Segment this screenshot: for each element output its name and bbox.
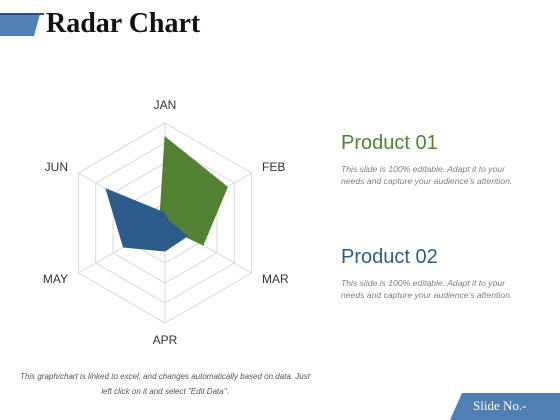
product-02-description: This slide is 100% editable. Adapt it to… [341,278,513,300]
page-title: Radar Chart [46,8,201,39]
header-accent-bar [0,14,40,36]
product-02-title: Product 02 [341,246,438,268]
axis-label-apr: APR [153,333,178,347]
footnote: This graph/chart is linked to excel, and… [20,372,310,396]
radar-axis-labels: JAN FEB MAR APR MAY JUN [43,98,289,347]
slide-number: Slide No.- [473,398,527,413]
axis-label-may: MAY [43,272,68,286]
product-01-description: This slide is 100% editable. Adapt it to… [341,164,513,186]
axis-label-jan: JAN [154,98,177,112]
footer-bar [450,393,560,420]
axis-label-mar: MAR [262,272,289,286]
radar-series [105,136,228,252]
product-01-title: Product 01 [341,132,438,154]
axis-label-feb: FEB [262,160,285,174]
axis-label-jun: JUN [45,160,68,174]
series-area-2 [105,188,189,252]
